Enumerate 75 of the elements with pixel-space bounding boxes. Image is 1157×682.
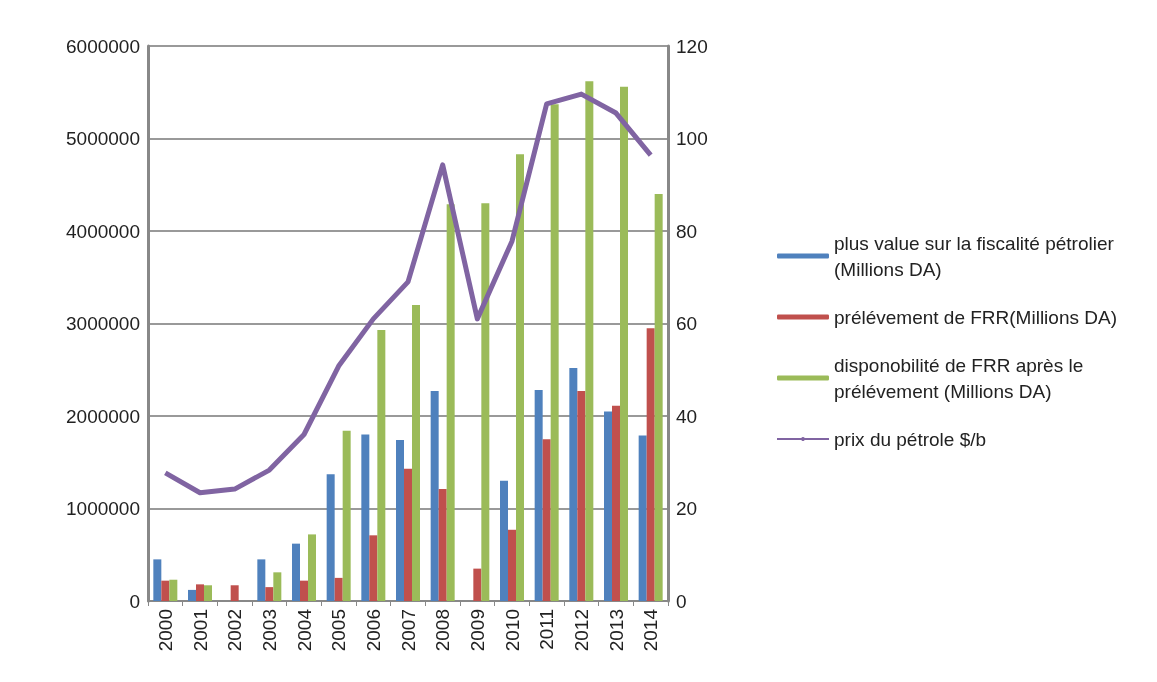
bar	[342, 430, 351, 601]
x-tick-label: 2008	[432, 609, 454, 652]
bar	[438, 489, 447, 601]
y2-tick-label: 60	[676, 313, 698, 334]
bar	[153, 559, 162, 601]
bar	[585, 81, 594, 601]
y2-tick-label: 40	[676, 405, 698, 427]
x-tick-label: 2004	[293, 608, 315, 652]
bar	[334, 577, 343, 601]
y2-tick-label: 20	[676, 498, 698, 519]
legend-label: plus value sur la fiscalité pétrolier (Millions DA)	[834, 232, 1120, 280]
x-tick-label: 2007	[397, 609, 419, 652]
x-tick-label: 2000	[154, 609, 176, 652]
bar	[508, 529, 516, 601]
bar	[300, 580, 308, 601]
bar	[404, 468, 412, 601]
bar	[654, 194, 663, 601]
y2-tick-label: 80	[676, 220, 698, 242]
x-tick-label: 2005	[328, 609, 350, 652]
x-tick-label: 2012	[570, 609, 592, 652]
bar	[230, 585, 239, 601]
y-tick-label: 0	[129, 590, 140, 612]
x-tick-label: 2011	[536, 609, 558, 650]
x-tick-label: 2010	[501, 609, 523, 652]
y-tick-label: 3000000	[66, 313, 140, 334]
bar	[534, 390, 543, 601]
bar	[620, 86, 628, 601]
bar	[542, 439, 551, 601]
y2-tick-label: 0	[676, 590, 687, 612]
legend-label: prix du pétrole $/b	[834, 428, 987, 450]
y-tick-label: 5000000	[66, 128, 140, 149]
bar	[516, 154, 524, 601]
bar	[577, 391, 586, 601]
bar	[500, 480, 508, 601]
bar	[473, 568, 482, 601]
x-tick-label: 2009	[466, 609, 488, 652]
bar	[638, 435, 647, 601]
bar	[412, 305, 420, 601]
bar	[265, 587, 274, 601]
bar	[292, 543, 300, 601]
bar	[196, 584, 204, 601]
bar	[326, 474, 335, 601]
bar	[273, 572, 282, 601]
bar	[481, 203, 490, 601]
y-tick-label: 4000000	[66, 220, 140, 242]
bar	[257, 559, 266, 601]
bar	[188, 589, 196, 601]
bar	[369, 535, 378, 601]
bar	[361, 434, 370, 601]
legend-label: prélévement de FRR(Millions DA)	[834, 306, 1117, 328]
y-tick-label: 6000000	[66, 35, 140, 57]
y-tick-label: 1000000	[66, 498, 140, 519]
legend-label: disponobilité de FRR après le prélévement (Millions DA)	[834, 354, 1089, 402]
x-tick-label: 2013	[605, 609, 627, 652]
x-tick-label: 2003	[258, 609, 280, 652]
y-tick-label: 2000000	[66, 405, 140, 427]
x-tick-label: 2002	[224, 609, 246, 652]
bar	[308, 534, 316, 601]
bar	[169, 579, 178, 601]
bar	[446, 204, 455, 601]
x-tick-label: 2014	[640, 608, 662, 652]
x-tick-label: 2006	[362, 609, 384, 652]
bar	[569, 367, 578, 601]
bar	[377, 329, 386, 601]
bar	[204, 585, 212, 601]
bar	[550, 104, 559, 601]
bar	[646, 328, 655, 601]
bar	[430, 391, 439, 601]
bar	[161, 580, 170, 601]
bar	[604, 411, 612, 601]
y2-tick-label: 120	[676, 35, 708, 57]
y2-tick-label: 100	[676, 128, 708, 149]
bar	[396, 440, 404, 601]
bar	[612, 405, 620, 601]
x-tick-label: 2001	[189, 609, 211, 652]
